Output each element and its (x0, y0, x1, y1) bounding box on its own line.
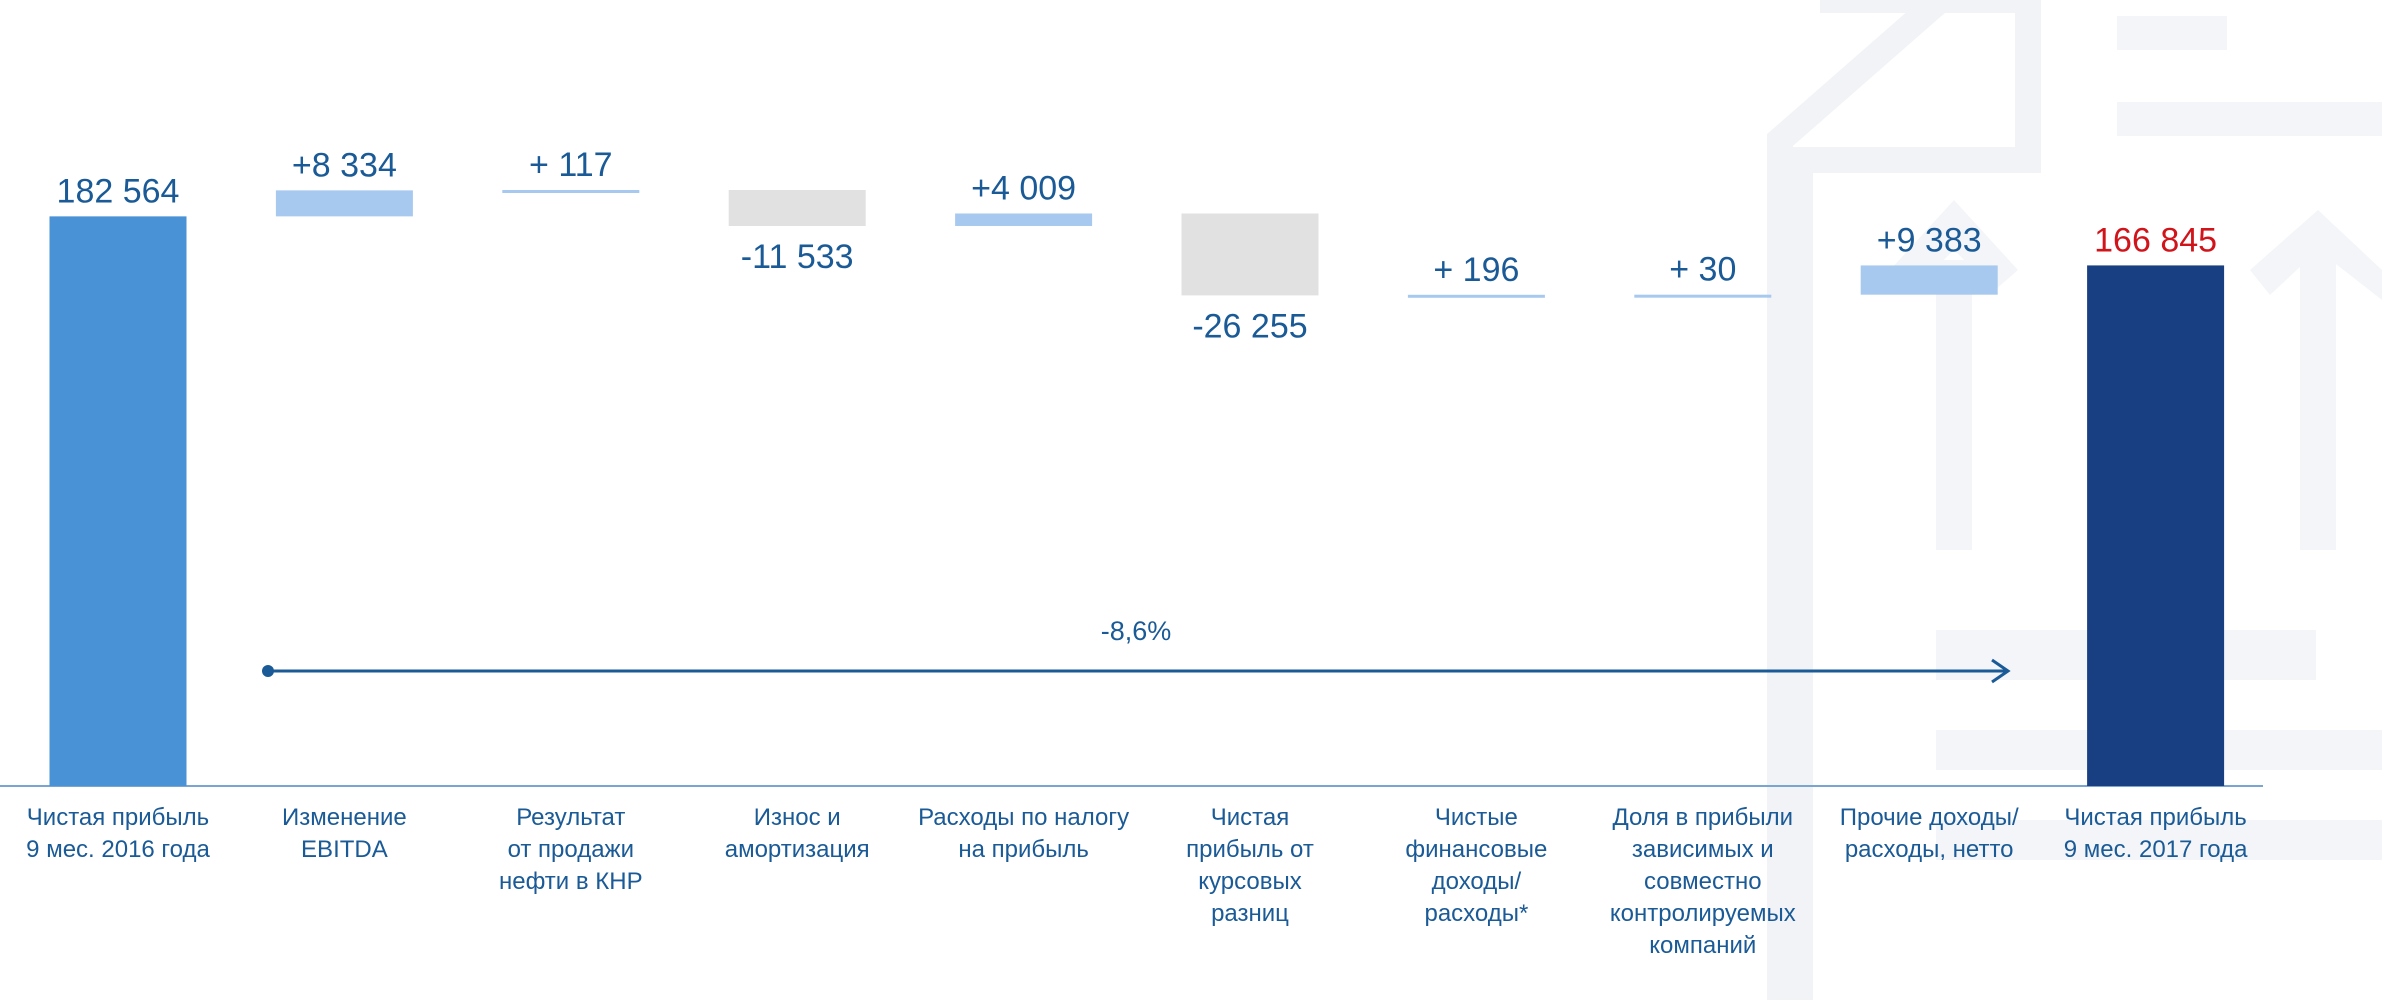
bar (1407, 294, 1545, 298)
category-label: Доля в прибыли зависимых и совместно кон… (1609, 804, 1796, 959)
category-label: Прочие доходы/ расходы, нетто (1839, 804, 2019, 863)
category-label: Чистые финансовые доходы/ расходы* (1405, 804, 1548, 927)
category-label: Расходы по налогу на прибыль (918, 804, 1130, 863)
bar (502, 190, 640, 193)
category-label: Результат от продажи нефти в КНР (498, 804, 643, 895)
value-label: + 30 (1669, 251, 1736, 289)
value-label: + 117 (529, 146, 613, 184)
bar (1634, 294, 1772, 298)
bar (275, 190, 413, 217)
value-label: 182 564 (57, 172, 180, 210)
value-label: + 196 (1433, 251, 1519, 289)
bar (2087, 265, 2225, 786)
bar (49, 216, 187, 786)
value-label: +4 009 (971, 169, 1076, 207)
value-label: -11 533 (741, 238, 854, 276)
value-label: +8 334 (292, 146, 397, 184)
value-label: -26 255 (1192, 307, 1307, 345)
category-label: Чистая прибыль от курсовых разниц (1186, 804, 1314, 927)
annotation: -8,6% (1101, 616, 1172, 646)
value-label: +9 383 (1877, 221, 1982, 259)
bar (1181, 213, 1319, 296)
arrow-head (1991, 658, 2011, 684)
category-label: Изменение EBITDA (282, 804, 407, 863)
category-label: Чистая прибыль 9 мес. 2017 года (2063, 804, 2248, 863)
value-label: 166 845 (2094, 221, 2217, 259)
bar (1860, 265, 1998, 295)
category-label: Чистая прибыль 9 мес. 2016 года (26, 804, 210, 863)
bar (728, 190, 866, 226)
bar (955, 213, 1093, 226)
category-label: Износ и амортизация (724, 804, 870, 863)
